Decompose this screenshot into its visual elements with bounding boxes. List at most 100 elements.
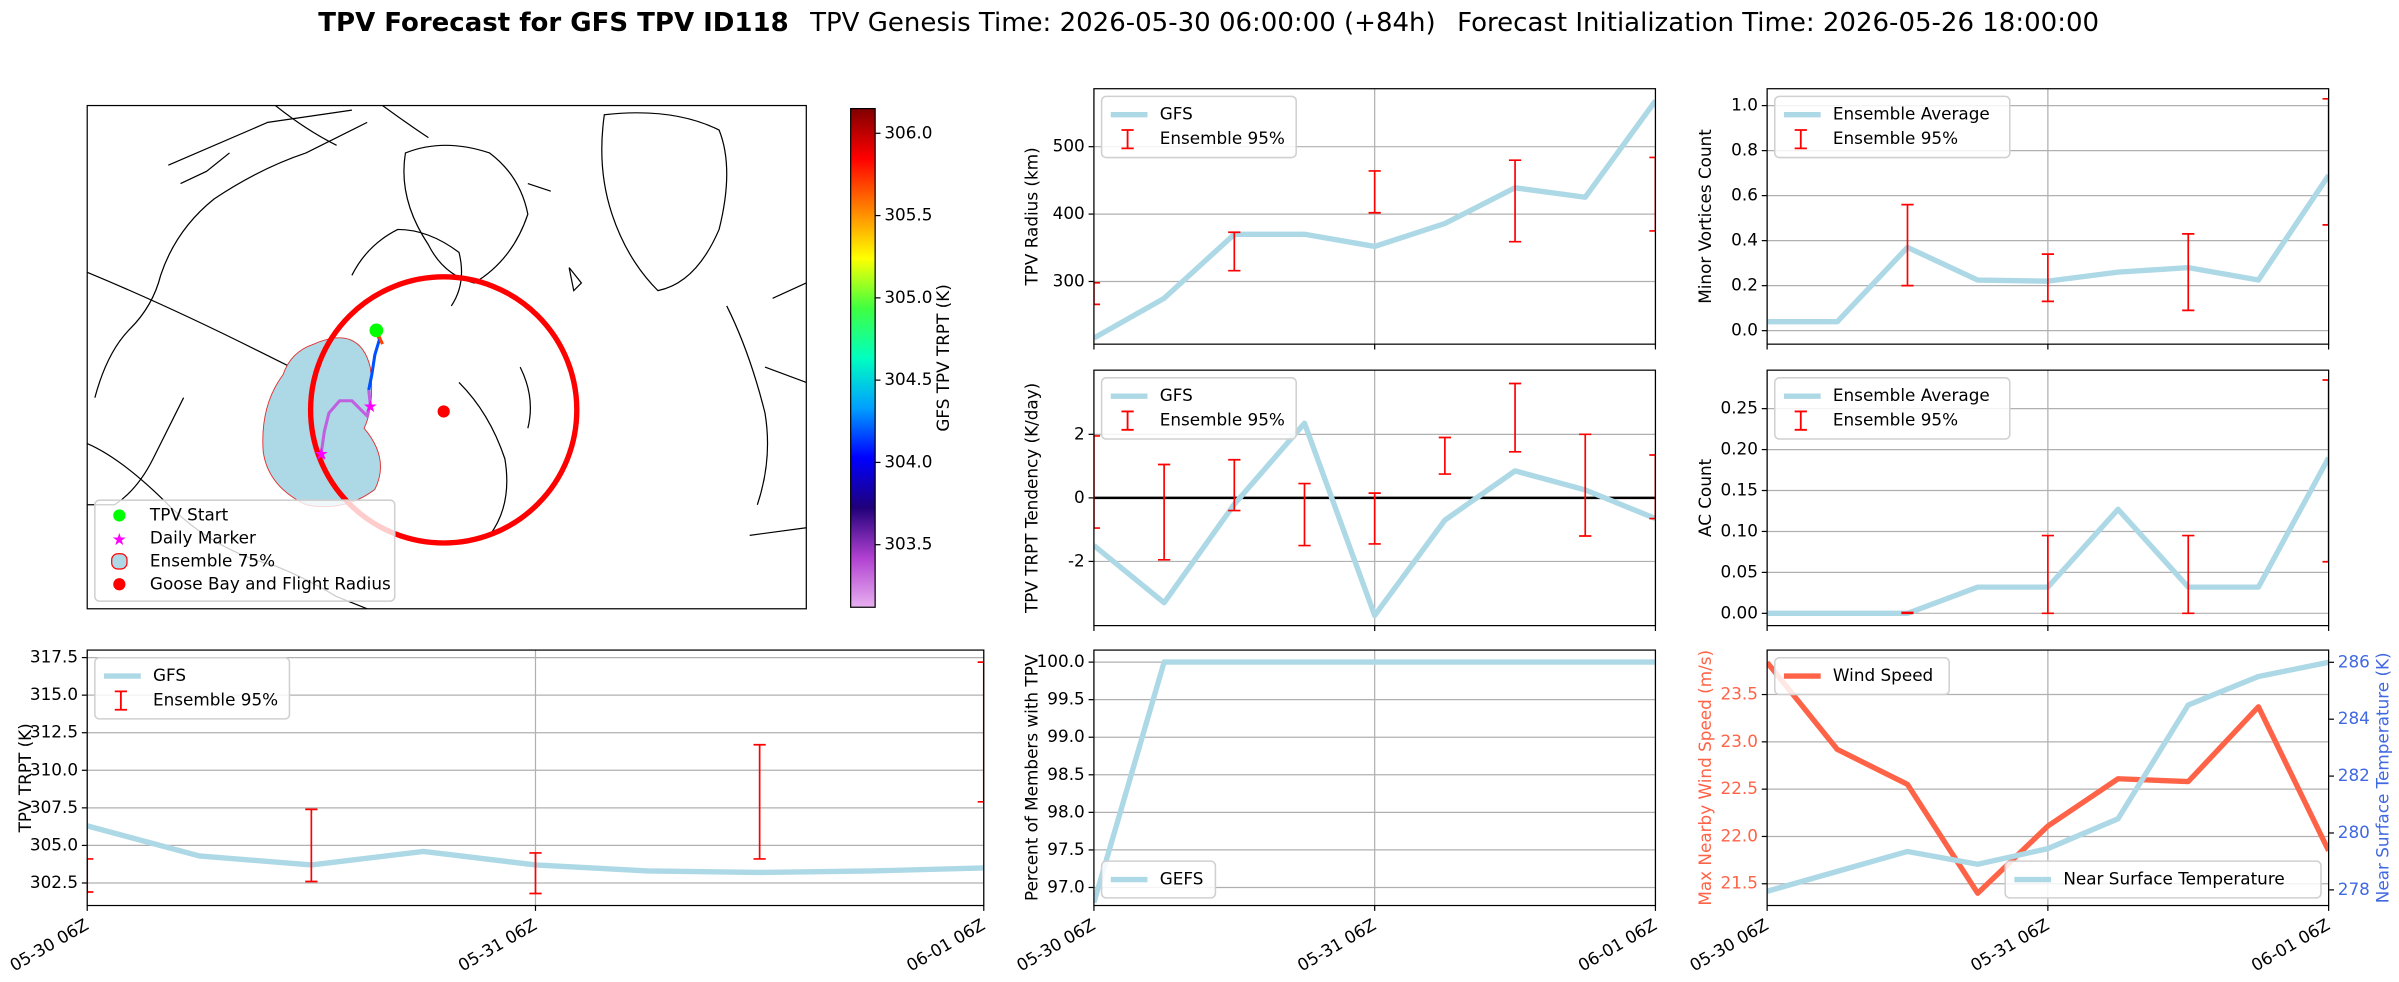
series-line [1093,99,1656,341]
y2-axis-label: Near Surface Temperature (K) [2373,652,2393,903]
daily-marker: ★ [363,396,378,416]
error-bar [1093,435,1101,529]
error-bar [1508,159,1522,243]
legend-label: Ensemble 95% [153,690,278,710]
error-bar [1298,482,1311,547]
coastline [87,397,185,506]
legend-label: Ensemble 95% [1160,410,1285,430]
error-bar [1368,170,1381,214]
colorbar [850,107,876,608]
legend-box [94,656,291,720]
legend-errorbar [1121,129,1134,150]
y-tick-label: 98.5 [1047,764,1084,784]
y-tick-label: 98.0 [1047,801,1084,821]
legend-marker [111,553,128,570]
y-tick-label: 0.00 [1720,602,1757,622]
legend-label: Goose Bay and Flight Radius [150,573,391,593]
y2-tick-label: 278 [2338,879,2370,899]
axes-frame [1093,649,1657,907]
y-axis-label: TPV Radius (km) [1022,147,1042,286]
axes-frame [1093,88,1657,345]
y-tick-label: 0.10 [1720,520,1757,540]
error-bar [753,743,766,860]
error-bar [529,852,542,895]
series-line [1767,660,2329,896]
plot-area [87,661,984,895]
line-panel: -2 0 2 TPV TRPT Tendency (K/day) GFS Ensemble… [1022,369,1657,631]
line-panel: 21.522.022.523.023.527828028228428605-30… [1686,649,2393,975]
y-tick-label: 21.5 [1720,873,1757,893]
colorbar-tick-label: 306.0 [884,122,932,142]
y-axis-label: Minor Vortices Count [1695,129,1715,304]
boundary-line [87,271,291,368]
axes-frame [86,649,985,907]
axes-frame [1766,88,2330,345]
error-bar [1368,492,1381,545]
y-axis-label: TPV TRPT Tendency (K/day) [1022,383,1042,614]
y-tick-label: 0.05 [1720,561,1757,581]
y-tick-label: 305.0 [30,834,78,854]
map-area: ★ ★ [86,104,807,610]
error-bar [2182,233,2195,312]
legend-errorbar [1794,410,1807,431]
plot-area [1093,382,1656,619]
flight-radius [307,274,580,546]
legend-box [2004,860,2322,899]
colorbar-tick-label: 304.5 [884,369,932,389]
error-bar [2182,534,2195,615]
y2-tick-label: 282 [2338,765,2370,785]
y2-tick-label: 284 [2338,708,2370,728]
legend-box [1100,377,1297,440]
legend-label: Ensemble 75% [150,550,275,570]
coastline [601,112,728,292]
y-tick-label: -2 [1068,550,1085,570]
y-tick-label: 23.5 [1720,684,1757,704]
y-tick-label: 317.5 [30,647,78,667]
plot-area [1767,98,2329,325]
coastline [403,144,529,284]
line-panel: 0.00 0.05 0.10 0.15 0.20 0.25 AC Count Ensemble… [1695,369,2330,631]
error-bar [977,661,984,803]
legend-box [94,499,396,602]
y2-tick-label: 286 [2338,651,2370,671]
error-bar [1649,156,1656,232]
error-bar [2041,534,2054,615]
legend-label: Ensemble Average [1833,385,1990,405]
error-bar [1901,611,1914,615]
error-bar [2322,379,2329,563]
legend-label: Wind Speed [1833,665,1933,685]
axes-frame [1766,369,2330,627]
y-tick-label: 1.0 [1731,95,1758,115]
y-tick-label: 22.5 [1720,778,1757,798]
y-tick-label: 97.0 [1047,876,1084,896]
error-bar [1649,454,1656,520]
legend-label: Ensemble Average [1833,104,1990,124]
error-bar [87,858,94,893]
error-bar [1579,433,1592,537]
error-bar [1508,382,1522,453]
legend-label: GEFS [1160,869,1204,889]
y-tick-label: 97.5 [1047,839,1084,859]
y-tick-label: 400 [1053,203,1085,223]
colorbar-label: GFS TPV TRPT (K) [933,284,953,432]
y-tick-label: 100.0 [1037,651,1085,671]
y-tick-label: 0.6 [1731,185,1758,205]
legend-label: GFS [153,665,186,685]
y-tick-label: 0.15 [1720,480,1757,500]
y-axis-label: Max Nearby Wind Speed (m/s) [1695,650,1715,906]
y-tick-label: 23.0 [1720,731,1757,751]
y-axis-label: AC Count [1695,458,1715,537]
y-tick-label: 2 [1074,423,1085,443]
axes-frame [1766,649,2330,907]
coastline [94,121,368,398]
series-line [1093,659,1656,904]
legend-marker: ★ [112,529,127,549]
colorbar-tick-label: 305.5 [884,205,932,225]
coastline [726,282,807,536]
y-tick-label: 99.5 [1047,689,1084,709]
legend-label: Ensemble 95% [1160,128,1285,148]
y-tick-label: 22.0 [1720,825,1757,845]
y-tick-label: 0.8 [1731,140,1758,160]
map-legend-and-colorbar: TPV Start ★ Daily Marker Ensemble 75% Goose … [94,107,953,608]
y-tick-label: 0.20 [1720,439,1757,459]
